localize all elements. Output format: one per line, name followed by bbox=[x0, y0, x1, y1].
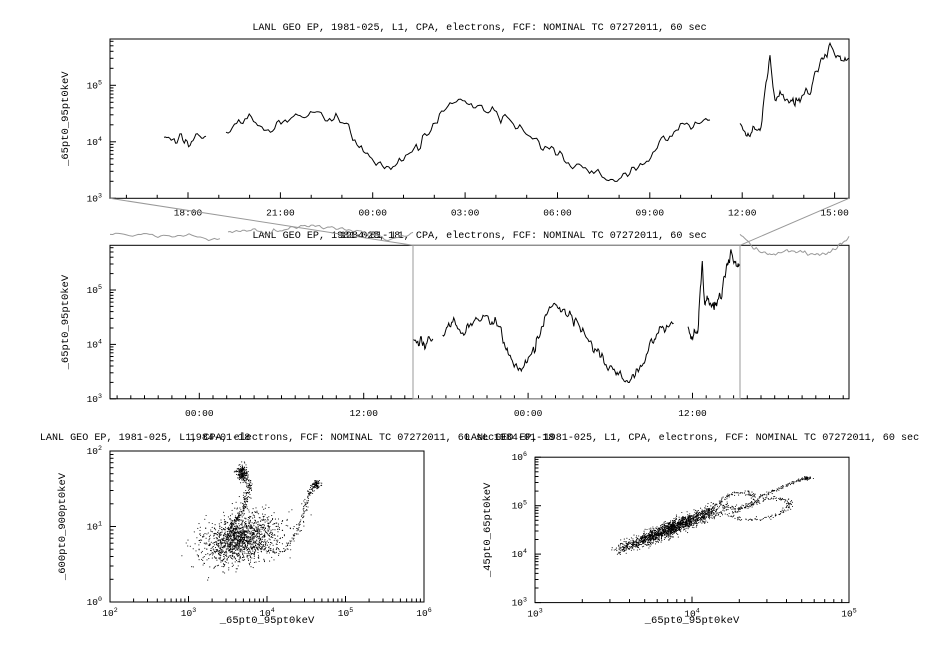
svg-text:_45pt0_65pt0keV: _45pt0_65pt0keV bbox=[482, 482, 494, 578]
svg-text:_600pt0_900pt0keV: _600pt0_900pt0keV bbox=[57, 472, 69, 581]
svg-text:_65pt0_95pt0keV: _65pt0_95pt0keV bbox=[60, 274, 72, 370]
svg-text:12:00: 12:00 bbox=[349, 408, 378, 419]
svg-text:00:00: 00:00 bbox=[358, 207, 387, 218]
svg-text:1984-01-18: 1984-01-18 bbox=[494, 433, 555, 444]
svg-text:LANL GEO EP, 1981-025, L1, CPA: LANL GEO EP, 1981-025, L1, CPA, electron… bbox=[252, 230, 706, 242]
svg-text:_65pt0_95pt0keV: _65pt0_95pt0keV bbox=[644, 615, 740, 627]
svg-text:1984-01-18: 1984-01-18 bbox=[190, 433, 251, 444]
svg-text:09:00: 09:00 bbox=[636, 207, 665, 218]
svg-text:06:00: 06:00 bbox=[543, 207, 572, 218]
svg-text:_65pt0_95pt0keV: _65pt0_95pt0keV bbox=[60, 71, 72, 167]
svg-text:LANL GEO EP, 1981-025, L1, CPA: LANL GEO EP, 1981-025, L1, CPA, electron… bbox=[252, 22, 706, 34]
svg-text:21:00: 21:00 bbox=[266, 207, 295, 218]
svg-text:00:00: 00:00 bbox=[514, 408, 543, 419]
svg-text:03:00: 03:00 bbox=[451, 207, 480, 218]
svg-text:00:00: 00:00 bbox=[185, 408, 214, 419]
svg-text:12:00: 12:00 bbox=[678, 408, 707, 419]
svg-text:_65pt0_95pt0keV: _65pt0_95pt0keV bbox=[219, 615, 315, 627]
svg-text:LANL GEO EP, 1981-025, L1, CPA: LANL GEO EP, 1981-025, L1, CPA, electron… bbox=[40, 432, 494, 444]
svg-text:12:00: 12:00 bbox=[728, 207, 757, 218]
